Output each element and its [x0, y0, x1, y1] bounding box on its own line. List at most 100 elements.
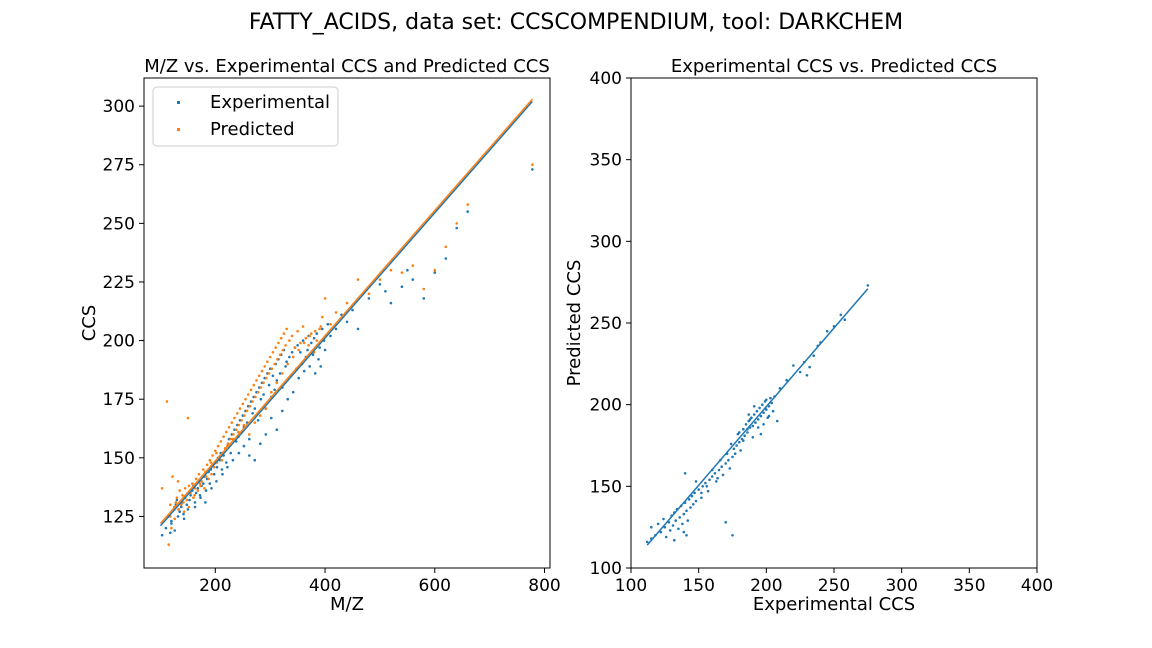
point-s0-42 — [727, 458, 730, 462]
point-s1-55 — [240, 419, 243, 422]
x-tick-label-600: 600 — [419, 576, 451, 596]
point-s0-118 — [400, 285, 404, 289]
point-s1-76 — [268, 355, 272, 359]
subplot2-y-ticks: 100 150 200 250 300 350 400 — [590, 69, 631, 579]
point-s0-90 — [673, 538, 676, 542]
point-s0-23 — [198, 494, 202, 497]
point-s0-99 — [705, 485, 709, 488]
point-s1-108 — [378, 278, 382, 281]
point-s1-109 — [389, 268, 393, 272]
point-s1-48 — [230, 421, 234, 424]
point-s1-74 — [266, 360, 269, 364]
point-s0-30 — [208, 482, 212, 485]
point-s0-138 — [226, 465, 229, 469]
point-s1-10 — [178, 489, 181, 492]
point-s0-78 — [275, 379, 279, 382]
point-s1-124 — [198, 482, 202, 485]
point-s1-69 — [259, 386, 263, 389]
point-s1-54 — [238, 407, 242, 410]
fit-line-1 — [159, 98, 533, 524]
point-s0-142 — [248, 454, 251, 457]
point-s0-97 — [694, 480, 698, 483]
y-tick-label-175: 175 — [103, 390, 135, 410]
point-s0-109 — [334, 327, 338, 331]
point-s0-52 — [743, 434, 746, 438]
point-s0-70 — [767, 405, 771, 408]
point-s1-144 — [308, 334, 312, 338]
point-s0-103 — [318, 346, 321, 349]
point-s0-9 — [668, 529, 672, 532]
point-s0-145 — [264, 433, 268, 436]
point-s0-58 — [248, 437, 251, 441]
point-s1-82 — [277, 341, 280, 345]
point-s1-100 — [318, 327, 321, 331]
point-s1-110 — [400, 271, 404, 274]
point-s1-106 — [356, 278, 360, 281]
point-s0-84 — [284, 365, 287, 368]
point-s0-100 — [312, 336, 316, 340]
point-s0-64 — [759, 414, 763, 418]
point-s0-96 — [683, 472, 687, 475]
point-s1-95 — [304, 336, 308, 340]
point-s1-81 — [276, 358, 279, 361]
point-s1-86 — [282, 332, 286, 335]
point-s0-112 — [767, 414, 771, 418]
y-tick-label-300: 300 — [103, 97, 135, 117]
point-s0-126 — [531, 168, 534, 171]
point-s0-107 — [326, 322, 330, 326]
point-s1-49 — [232, 433, 235, 436]
point-s1-138 — [275, 381, 279, 385]
point-s0-16 — [678, 516, 681, 519]
point-s1-140 — [286, 362, 290, 366]
point-s0-130 — [182, 517, 186, 521]
point-s1-36 — [214, 449, 217, 453]
point-s1-102 — [323, 297, 327, 300]
point-s1-136 — [264, 407, 268, 410]
point-s0-25 — [690, 494, 694, 498]
point-s0-92 — [685, 534, 688, 537]
x-tick-label-250: 250 — [818, 576, 850, 596]
point-s0-125 — [466, 210, 470, 213]
point-s1-91 — [293, 346, 297, 349]
point-s0-80 — [278, 372, 282, 375]
subplot1-title: M/Z vs. Experimental CCS and Predicted C… — [144, 56, 550, 77]
point-s0-21 — [685, 509, 688, 513]
point-s0-15 — [677, 527, 680, 531]
point-s1-67 — [256, 390, 260, 394]
y-tick-label-350: 350 — [590, 151, 622, 171]
point-s1-132 — [242, 423, 246, 427]
point-s0-128 — [173, 529, 176, 532]
point-s1-27 — [202, 468, 205, 471]
point-s0-29 — [697, 488, 700, 491]
point-s0-100 — [716, 476, 719, 480]
legend-box — [152, 86, 339, 147]
point-s1-78 — [271, 351, 275, 354]
point-s1-38 — [216, 444, 220, 448]
point-s1-12 — [181, 494, 184, 497]
point-s1-85 — [281, 348, 285, 352]
point-s0-98 — [310, 341, 313, 345]
point-s1-131 — [237, 430, 240, 434]
point-s1-17 — [187, 505, 191, 509]
point-s1-105 — [345, 301, 349, 305]
point-s0-155 — [319, 365, 323, 368]
legend-label-experimental: Experimental — [210, 92, 330, 113]
point-s1-114 — [444, 245, 448, 249]
point-s0-47 — [735, 444, 738, 447]
point-s1-77 — [270, 367, 274, 371]
point-s0-114 — [367, 297, 371, 300]
point-s0-122 — [433, 271, 437, 274]
point-s1-31 — [207, 477, 210, 481]
subplot1-ylabel: CCS — [79, 305, 100, 342]
point-s0-26 — [692, 503, 695, 506]
point-s0-118 — [752, 405, 756, 408]
point-s0-27 — [693, 491, 696, 495]
point-s1-2 — [167, 543, 170, 546]
point-s0-76 — [273, 388, 276, 392]
point-s1-60 — [246, 393, 250, 396]
point-s1-52 — [236, 412, 239, 415]
point-s1-116 — [466, 203, 470, 206]
point-s1-23 — [196, 489, 200, 492]
point-s0-94 — [301, 339, 305, 342]
point-s0-42 — [225, 461, 228, 464]
